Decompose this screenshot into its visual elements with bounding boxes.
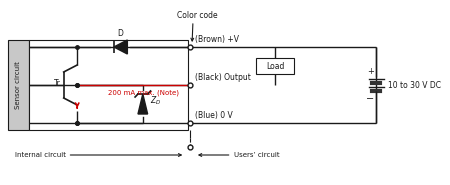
Polygon shape: [138, 94, 148, 114]
Text: D: D: [117, 29, 124, 38]
Text: (Black) Output: (Black) Output: [195, 73, 251, 82]
Bar: [29, 40, 188, 130]
Text: Users’ circuit: Users’ circuit: [234, 152, 279, 158]
Text: Color code: Color code: [177, 11, 218, 19]
Text: (Blue) 0 V: (Blue) 0 V: [195, 111, 233, 120]
Text: +: +: [367, 66, 374, 75]
Text: Load: Load: [266, 61, 284, 70]
Text: $Z_D$: $Z_D$: [149, 95, 161, 107]
Text: Sensor circuit: Sensor circuit: [15, 61, 21, 109]
Text: −: −: [366, 94, 374, 104]
Bar: [256, 58, 294, 74]
Text: 10 to 30 V DC: 10 to 30 V DC: [388, 80, 441, 90]
Text: Internal circuit: Internal circuit: [14, 152, 66, 158]
Bar: [8, 40, 29, 130]
Polygon shape: [114, 40, 127, 54]
Text: 200 mA max. (Note): 200 mA max. (Note): [108, 89, 179, 95]
Text: Tr: Tr: [54, 78, 61, 88]
Text: (Brown) +V: (Brown) +V: [195, 35, 239, 44]
